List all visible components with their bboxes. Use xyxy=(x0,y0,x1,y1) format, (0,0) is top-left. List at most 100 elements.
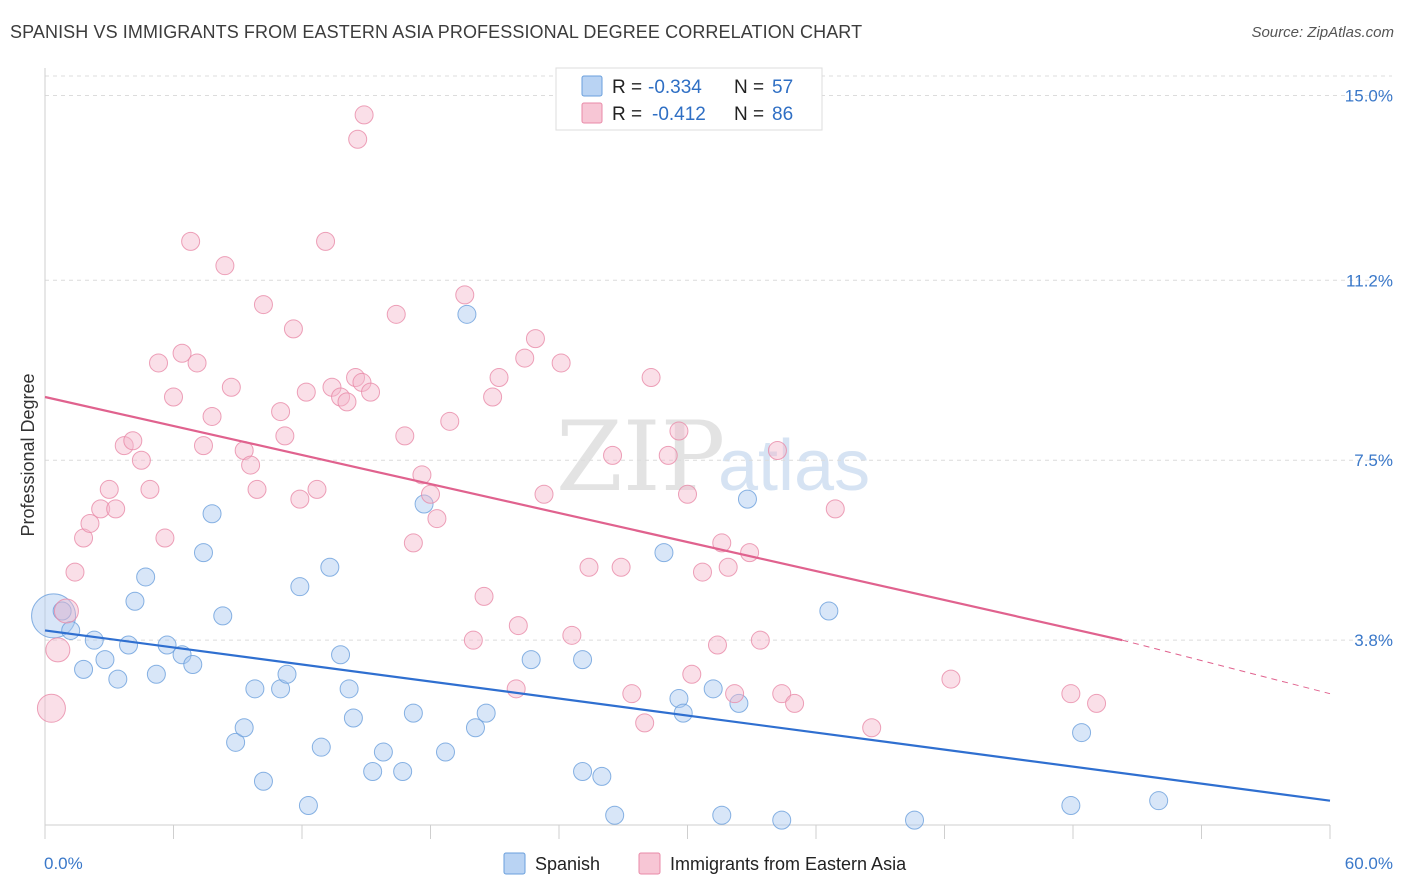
data-point-eastern-asia xyxy=(489,368,509,388)
data-point-spanish xyxy=(819,601,839,621)
data-point-eastern-asia xyxy=(750,630,770,650)
data-point-eastern-asia xyxy=(506,679,526,699)
data-point-spanish xyxy=(605,805,625,825)
data-point-eastern-asia xyxy=(483,387,503,407)
data-point-eastern-asia xyxy=(247,479,267,499)
data-point-eastern-asia xyxy=(772,684,792,704)
data-point-eastern-asia xyxy=(427,509,447,529)
data-point-eastern-asia xyxy=(172,343,192,363)
data-point-eastern-asia xyxy=(221,377,241,397)
data-point-spanish xyxy=(729,693,749,713)
data-point-eastern-asia xyxy=(187,353,207,373)
data-point-eastern-asia xyxy=(149,353,169,373)
data-point-eastern-asia xyxy=(65,562,85,582)
data-point-eastern-asia xyxy=(386,304,406,324)
data-point-eastern-asia xyxy=(155,528,175,548)
data-point-eastern-asia xyxy=(290,489,310,509)
data-point-spanish xyxy=(905,810,925,830)
data-point-eastern-asia xyxy=(508,616,528,636)
data-point-spanish xyxy=(61,620,81,640)
legend-n-label: N = xyxy=(734,77,764,98)
legend-r-value-spanish: -0.334 xyxy=(648,77,702,98)
data-point-eastern-asia xyxy=(241,455,261,475)
data-point-spanish xyxy=(31,593,77,639)
data-point-eastern-asia xyxy=(785,693,805,713)
data-point-eastern-asia xyxy=(707,635,727,655)
data-point-spanish xyxy=(573,650,593,670)
data-point-eastern-asia xyxy=(825,499,845,519)
data-point-spanish xyxy=(521,650,541,670)
data-point-eastern-asia xyxy=(862,718,882,738)
data-point-spanish xyxy=(343,708,363,728)
data-point-eastern-asia xyxy=(140,479,160,499)
data-point-spanish xyxy=(772,810,792,830)
data-point-eastern-asia xyxy=(361,382,381,402)
data-point-eastern-asia xyxy=(678,484,697,504)
watermark-zip: ZIP xyxy=(556,401,725,513)
data-point-spanish xyxy=(245,679,265,699)
watermark-atlas: atlas xyxy=(718,426,870,506)
data-point-eastern-asia xyxy=(36,693,66,723)
legend-swatch-eastern-asia xyxy=(638,852,661,875)
data-point-eastern-asia xyxy=(395,426,415,446)
data-point-eastern-asia xyxy=(354,105,374,125)
data-point-eastern-asia xyxy=(440,411,460,431)
data-point-spanish xyxy=(592,766,612,786)
data-point-eastern-asia xyxy=(562,625,582,645)
y-tick-labels: 3.8% 7.5% 11.2% 15.0% xyxy=(1345,86,1393,650)
y-tick-label: 15.0% xyxy=(1345,86,1393,105)
data-point-spanish xyxy=(202,504,222,524)
data-point-spanish xyxy=(253,771,273,791)
data-point-spanish xyxy=(125,591,145,611)
data-point-eastern-asia xyxy=(307,479,327,499)
data-point-eastern-asia xyxy=(106,499,126,519)
legend-label-spanish: Spanish xyxy=(535,854,600,874)
data-point-spanish xyxy=(213,606,233,626)
grid-lines xyxy=(45,75,1392,641)
data-point-spanish xyxy=(277,664,297,684)
data-point-eastern-asia xyxy=(941,669,961,689)
data-point-eastern-asia xyxy=(712,533,732,553)
data-point-eastern-asia xyxy=(692,562,712,582)
source-credit: Source: ZipAtlas.com xyxy=(1251,24,1394,41)
data-point-eastern-asia xyxy=(164,387,183,407)
data-point-spanish xyxy=(1072,723,1092,743)
data-point-spanish xyxy=(712,805,732,825)
y-tick-label: 3.8% xyxy=(1354,631,1393,650)
data-point-spanish xyxy=(108,669,128,689)
data-point-spanish xyxy=(669,689,689,709)
data-point-eastern-asia xyxy=(718,557,738,577)
data-point-eastern-asia xyxy=(296,382,316,402)
data-point-eastern-asia xyxy=(767,441,787,460)
data-point-eastern-asia xyxy=(412,465,432,485)
data-point-spanish xyxy=(331,645,351,665)
data-point-eastern-asia xyxy=(271,402,291,422)
data-point-spanish xyxy=(95,650,115,670)
data-point-eastern-asia xyxy=(253,295,273,315)
legend-r-label: R = xyxy=(612,104,642,125)
data-point-spanish xyxy=(393,762,413,781)
data-point-spanish xyxy=(476,703,496,723)
legend-stats: R = -0.334 N = 57 R = -0.412 N = 86 xyxy=(555,67,823,131)
data-point-spanish xyxy=(1149,791,1169,811)
data-point-eastern-asia xyxy=(348,129,368,149)
data-point-spanish xyxy=(363,762,383,781)
data-point-spanish xyxy=(435,742,455,762)
data-point-eastern-asia xyxy=(45,637,71,663)
data-point-spanish xyxy=(183,655,203,674)
data-point-eastern-asia xyxy=(515,348,535,368)
data-point-spanish xyxy=(146,664,166,684)
data-point-eastern-asia xyxy=(403,533,423,553)
data-point-eastern-asia xyxy=(181,231,201,251)
trend-lines xyxy=(44,395,1331,802)
data-point-spanish xyxy=(465,718,485,738)
data-point-eastern-asia xyxy=(455,285,475,305)
data-point-eastern-asia xyxy=(682,664,702,684)
data-point-eastern-asia xyxy=(669,421,689,441)
data-point-eastern-asia xyxy=(611,557,631,577)
trend-line-extension xyxy=(1122,639,1331,695)
data-point-spanish xyxy=(311,737,331,757)
legend-r-value-eastern-asia: -0.412 xyxy=(652,104,706,125)
data-point-spanish xyxy=(654,543,674,563)
